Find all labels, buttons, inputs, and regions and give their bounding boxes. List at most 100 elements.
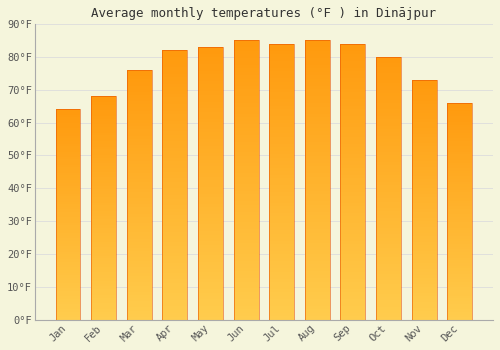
Bar bbox=[162, 239, 188, 243]
Bar bbox=[162, 134, 188, 138]
Bar bbox=[340, 192, 365, 196]
Bar bbox=[269, 158, 294, 161]
Bar bbox=[198, 272, 223, 275]
Bar bbox=[305, 145, 330, 149]
Bar bbox=[234, 58, 258, 61]
Bar bbox=[448, 130, 472, 133]
Bar bbox=[340, 261, 365, 265]
Bar bbox=[198, 313, 223, 316]
Bar bbox=[376, 294, 401, 297]
Bar bbox=[412, 113, 436, 116]
Bar bbox=[412, 176, 436, 179]
Bar bbox=[198, 204, 223, 207]
Bar bbox=[91, 135, 116, 138]
Bar bbox=[412, 80, 436, 83]
Bar bbox=[162, 161, 188, 165]
Bar bbox=[305, 131, 330, 135]
Bar bbox=[56, 309, 80, 312]
Bar bbox=[376, 165, 401, 169]
Bar bbox=[305, 86, 330, 89]
Bar bbox=[269, 78, 294, 82]
Bar bbox=[269, 54, 294, 57]
Bar bbox=[305, 100, 330, 103]
Bar bbox=[127, 282, 152, 286]
Bar bbox=[376, 122, 401, 126]
Bar bbox=[91, 228, 116, 230]
Bar bbox=[91, 317, 116, 320]
Bar bbox=[269, 196, 294, 199]
Bar bbox=[340, 78, 365, 82]
Bar bbox=[305, 40, 330, 44]
Bar bbox=[412, 173, 436, 176]
Bar bbox=[91, 230, 116, 233]
Bar bbox=[412, 284, 436, 287]
Bar bbox=[91, 141, 116, 144]
Bar bbox=[162, 121, 188, 124]
Bar bbox=[448, 152, 472, 154]
Bar bbox=[198, 262, 223, 265]
Bar bbox=[198, 163, 223, 166]
Bar bbox=[234, 295, 258, 299]
Bar bbox=[269, 275, 294, 279]
Bar bbox=[412, 308, 436, 311]
Bar bbox=[198, 47, 223, 50]
Bar bbox=[56, 228, 80, 230]
Bar bbox=[162, 124, 188, 128]
Bar bbox=[376, 136, 401, 139]
Bar bbox=[198, 207, 223, 211]
Bar bbox=[269, 144, 294, 147]
Bar bbox=[340, 227, 365, 230]
Bar bbox=[198, 142, 223, 146]
Bar bbox=[305, 239, 330, 243]
Bar bbox=[56, 217, 80, 220]
Bar bbox=[162, 219, 188, 222]
Bar bbox=[198, 296, 223, 300]
Bar bbox=[269, 244, 294, 247]
Bar bbox=[376, 274, 401, 277]
Bar bbox=[269, 102, 294, 106]
Bar bbox=[56, 199, 80, 202]
Bar bbox=[340, 206, 365, 209]
Bar bbox=[376, 244, 401, 247]
Bar bbox=[162, 286, 188, 289]
Bar bbox=[376, 215, 401, 218]
Bar bbox=[56, 128, 80, 131]
Bar bbox=[234, 135, 258, 138]
Bar bbox=[376, 63, 401, 66]
Bar bbox=[412, 257, 436, 260]
Bar bbox=[162, 168, 188, 172]
Bar bbox=[376, 297, 401, 300]
Bar bbox=[448, 106, 472, 108]
Bar bbox=[448, 219, 472, 222]
Bar bbox=[269, 57, 294, 61]
Bar bbox=[412, 125, 436, 128]
Bar bbox=[376, 310, 401, 313]
Bar bbox=[198, 119, 223, 122]
Bar bbox=[234, 302, 258, 306]
Bar bbox=[198, 166, 223, 170]
Bar bbox=[234, 285, 258, 288]
Bar bbox=[340, 237, 365, 240]
Bar bbox=[412, 98, 436, 101]
Bar bbox=[198, 201, 223, 204]
Bar bbox=[127, 248, 152, 251]
Bar bbox=[412, 212, 436, 215]
Bar bbox=[305, 163, 330, 166]
Bar bbox=[56, 230, 80, 233]
Bar bbox=[162, 175, 188, 178]
Bar bbox=[91, 113, 116, 116]
Bar bbox=[269, 299, 294, 303]
Bar bbox=[127, 85, 152, 89]
Bar bbox=[269, 116, 294, 120]
Bar bbox=[162, 64, 188, 67]
Bar bbox=[127, 151, 152, 154]
Bar bbox=[127, 167, 152, 170]
Bar bbox=[412, 227, 436, 230]
Bar bbox=[376, 146, 401, 149]
Bar bbox=[448, 263, 472, 266]
Bar bbox=[234, 239, 258, 243]
Bar bbox=[305, 82, 330, 86]
Bar bbox=[162, 195, 188, 198]
Bar bbox=[448, 157, 472, 160]
Bar bbox=[127, 214, 152, 217]
